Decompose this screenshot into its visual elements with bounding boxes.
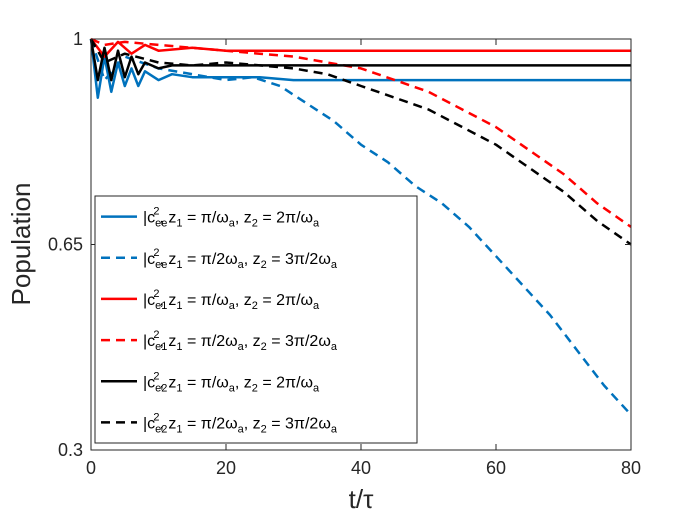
legend-label-1: |cee2, z1 = π/ωa, z2 = 2π/ωa [143, 206, 320, 230]
y-tick-label-0.3: 0.3 [58, 440, 83, 460]
series-line-3 [90, 38, 631, 58]
y-tick-label-1: 1 [73, 29, 83, 49]
legend-box [94, 195, 418, 444]
legend-label-5: |ce22, z1 = π/ωa, z2 = 2π/ωa [143, 370, 320, 394]
legend-label-4: |ce12, z1 = π/2ωa, z2 = 3π/2ωa [143, 329, 338, 353]
y-axis-label: Population [6, 183, 36, 306]
legend: |cee2, z1 = π/ωa, z2 = 2π/ωa |cee2, z1 = … [94, 195, 418, 444]
ticks-layer: 0 20 40 60 80 0.3 0.65 1 [48, 29, 641, 478]
x-tick-label-0: 0 [86, 458, 96, 478]
legend-label-3: |ce12, z1 = π/ωa, z2 = 2π/ωa [143, 288, 320, 312]
legend-label-6: |ce22, z1 = π/2ωa, z2 = 3π/2ωa [143, 411, 338, 435]
series-layer [89, 37, 632, 416]
series-line-5 [89, 38, 631, 82]
y-tick-label-0.65: 0.65 [48, 235, 83, 255]
x-tick-label-60: 60 [486, 458, 506, 478]
x-tick-label-80: 80 [621, 458, 641, 478]
series-line-2 [89, 38, 632, 416]
x-axis-label: t/τ [349, 484, 374, 514]
series-line-1 [89, 38, 631, 99]
x-tick-label-20: 20 [216, 458, 236, 478]
legend-label-2: |cee2, z1 = π/2ωa, z2 = 3π/2ωa [143, 247, 338, 271]
x-tick-label-40: 40 [351, 458, 371, 478]
series-line-6 [89, 38, 632, 246]
